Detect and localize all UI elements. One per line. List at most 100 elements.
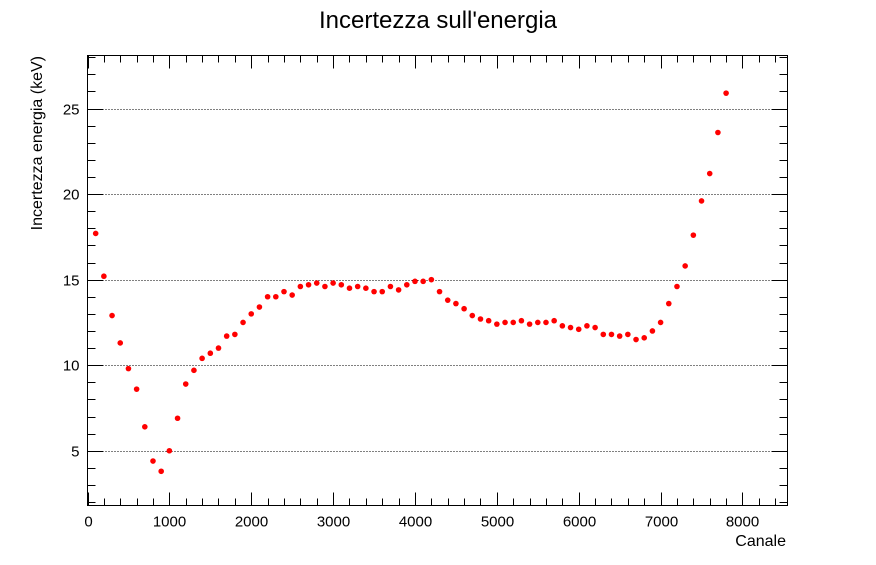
data-point [142,423,148,430]
y-tick-label: 10 [63,358,80,375]
data-point [543,319,549,326]
tick-labels: 5 10 15 20 25 0 1000 2000 3000 4000 5000 6000 7000 80… [63,102,759,531]
data-point [387,283,394,290]
data-point [584,323,590,329]
data-point [166,447,173,454]
data-point [477,316,484,322]
data-point [92,230,99,237]
x-tick-label: 2000 [235,514,268,531]
data-point [101,273,107,280]
data-point [616,333,623,339]
data-point [338,281,345,288]
data-point [125,365,132,372]
data-point [518,317,525,324]
data-point [273,293,279,300]
x-tick-label: 1000 [153,514,186,531]
data-point [371,288,377,295]
data-point [575,326,582,333]
data-point [723,90,729,96]
data-point [469,312,476,319]
data-point [674,283,680,290]
data-point [608,331,615,338]
data-point [600,331,607,338]
x-tick-label: 8000 [726,514,759,531]
data-point [248,311,255,317]
data-point [305,281,312,288]
data-point [510,319,517,326]
data-point [223,333,230,339]
data-point [109,312,115,319]
data-point [485,317,492,324]
data-point [354,283,361,290]
data-point [649,328,656,334]
y-tick-label: 25 [63,102,80,119]
data-point [551,317,557,324]
y-tick-label: 20 [63,187,80,204]
data-point [289,292,295,298]
data-point [690,232,697,238]
data-point [682,263,688,269]
x-tick-label: 4000 [399,514,432,531]
x-tick-label: 7000 [645,514,678,531]
data-point [264,293,271,300]
x-axis-label: Canale [735,533,786,550]
data-point [322,283,328,290]
data-point [698,198,705,204]
data-point [715,129,721,136]
data-point [199,355,205,362]
data-point [158,468,164,475]
data-point [174,415,181,422]
data-point [395,287,402,293]
x-tick-label: 3000 [317,514,350,531]
y-tick-label: 5 [71,444,79,461]
data-point [232,331,238,338]
data-point [502,319,508,326]
data-point [633,336,639,343]
data-point [453,300,459,307]
data-point [182,381,189,387]
data-point [215,345,222,351]
x-tick-label: 5000 [481,514,514,531]
data-point [625,331,631,338]
data-point [133,386,140,392]
data-point [117,340,124,346]
data-point [665,300,672,307]
data-point [706,170,713,177]
data-point [526,321,533,327]
data-point [436,288,443,295]
x-tick-label: 0 [84,514,92,531]
data-point [567,324,574,331]
data-point [444,297,451,303]
data-point [313,280,320,286]
data-point [240,319,246,326]
data-point [379,288,386,295]
data-point [403,281,410,288]
data-point [363,285,369,291]
data-point [657,319,664,326]
data-point [641,335,648,341]
data-point [494,321,500,327]
data-point [256,304,263,310]
data-points [92,90,729,475]
axis-ticks [87,55,788,506]
data-point [534,319,541,326]
data-point [346,285,353,291]
data-point [559,323,566,329]
data-point [412,278,418,285]
data-point [428,276,435,283]
data-point [207,350,214,357]
data-point [191,367,197,374]
data-point [297,283,304,290]
data-point [420,278,426,285]
y-tick-label: 15 [63,273,80,290]
data-point [281,288,287,295]
data-point [330,280,336,286]
data-point [592,324,598,331]
data-point [461,305,467,312]
y-axis-label: Incertezza energia (keV) [29,56,46,230]
x-tick-label: 6000 [563,514,596,531]
data-point [150,458,156,464]
chart-title: Incertezza sull'energia [319,7,558,34]
